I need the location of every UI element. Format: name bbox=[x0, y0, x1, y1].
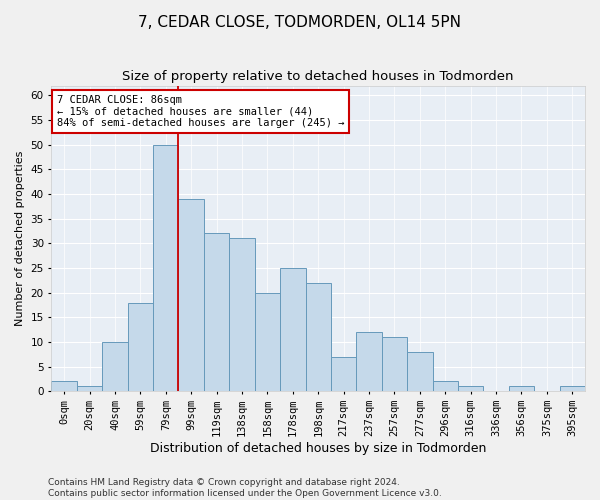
Bar bbox=[331, 357, 356, 392]
Bar bbox=[204, 234, 229, 392]
Bar bbox=[52, 382, 77, 392]
Bar bbox=[77, 386, 102, 392]
Title: Size of property relative to detached houses in Todmorden: Size of property relative to detached ho… bbox=[122, 70, 514, 83]
Y-axis label: Number of detached properties: Number of detached properties bbox=[15, 150, 25, 326]
Text: 7, CEDAR CLOSE, TODMORDEN, OL14 5PN: 7, CEDAR CLOSE, TODMORDEN, OL14 5PN bbox=[139, 15, 461, 30]
Bar bbox=[280, 268, 305, 392]
Bar bbox=[433, 382, 458, 392]
Bar bbox=[382, 337, 407, 392]
Text: Contains HM Land Registry data © Crown copyright and database right 2024.
Contai: Contains HM Land Registry data © Crown c… bbox=[48, 478, 442, 498]
Bar bbox=[178, 199, 204, 392]
Bar bbox=[128, 302, 153, 392]
Bar bbox=[458, 386, 484, 392]
Bar bbox=[102, 342, 128, 392]
Text: 7 CEDAR CLOSE: 86sqm
← 15% of detached houses are smaller (44)
84% of semi-detac: 7 CEDAR CLOSE: 86sqm ← 15% of detached h… bbox=[57, 94, 344, 128]
Bar bbox=[229, 238, 255, 392]
Bar bbox=[560, 386, 585, 392]
Bar bbox=[407, 352, 433, 392]
Bar bbox=[255, 292, 280, 392]
Bar bbox=[356, 332, 382, 392]
Bar bbox=[305, 283, 331, 392]
X-axis label: Distribution of detached houses by size in Todmorden: Distribution of detached houses by size … bbox=[150, 442, 487, 455]
Bar bbox=[153, 144, 178, 392]
Bar bbox=[509, 386, 534, 392]
